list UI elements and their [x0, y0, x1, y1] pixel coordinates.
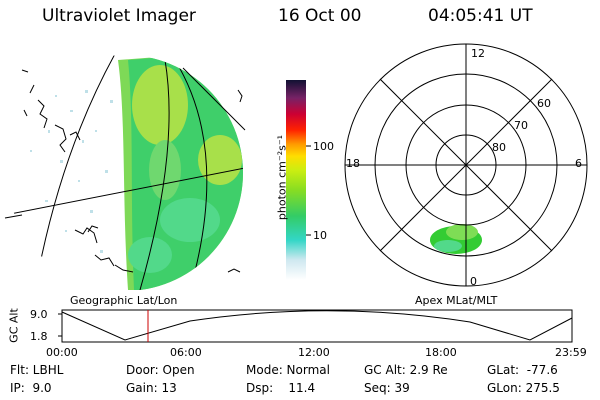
info-dsp: Dsp: 11.4 — [246, 381, 316, 395]
alt-x-tick-2: 12:00 — [298, 346, 330, 359]
colorbar-unit-label: photon cm⁻²s⁻¹ — [275, 134, 289, 221]
altitude-plot — [58, 309, 573, 343]
info-gain: Gain: 13 — [126, 381, 177, 395]
time-label: 04:05:41 UT — [428, 6, 533, 26]
polar-plot — [344, 43, 588, 287]
info-glon: GLon: 275.5 — [487, 381, 560, 395]
lat-label-70: 70 — [514, 119, 528, 132]
colorbar — [286, 80, 311, 280]
info-door: Door: Open — [126, 363, 195, 377]
gc-alt-axis-label: GC Alt — [7, 308, 21, 343]
mlt-label-0: 0 — [470, 275, 477, 288]
info-gcalt: GC Alt: 2.9 Re — [364, 363, 448, 377]
instrument-title: Ultraviolet Imager — [42, 6, 196, 26]
mlt-label-6: 6 — [575, 157, 582, 170]
colorbar-tick-10: 10 — [313, 229, 327, 242]
alt-x-tick-3: 18:00 — [425, 346, 457, 359]
geographic-caption: Geographic Lat/Lon — [70, 294, 178, 307]
colorbar-tick-100: 100 — [313, 140, 334, 153]
info-ip: IP: 9.0 — [10, 381, 52, 395]
lat-label-60: 60 — [537, 97, 551, 110]
alt-tick-max: 9.0 — [30, 308, 48, 321]
info-glat: GLat: -77.6 — [487, 363, 558, 377]
alt-x-tick-4: 23:59 — [555, 346, 587, 359]
date-label: 16 Oct 00 — [278, 6, 362, 26]
alt-x-tick-1: 06:00 — [170, 346, 202, 359]
apex-caption: Apex MLat/MLT — [415, 294, 498, 307]
lat-label-80: 80 — [492, 141, 506, 154]
info-seq: Seq: 39 — [364, 381, 410, 395]
mlt-label-18: 18 — [346, 157, 360, 170]
alt-tick-min: 1.8 — [30, 330, 48, 343]
mlt-label-12: 12 — [471, 47, 485, 60]
alt-x-tick-0: 00:00 — [46, 346, 78, 359]
info-mode: Mode: Normal — [246, 363, 330, 377]
geographic-image — [4, 55, 246, 291]
info-flt: Flt: LBHL — [10, 363, 64, 377]
